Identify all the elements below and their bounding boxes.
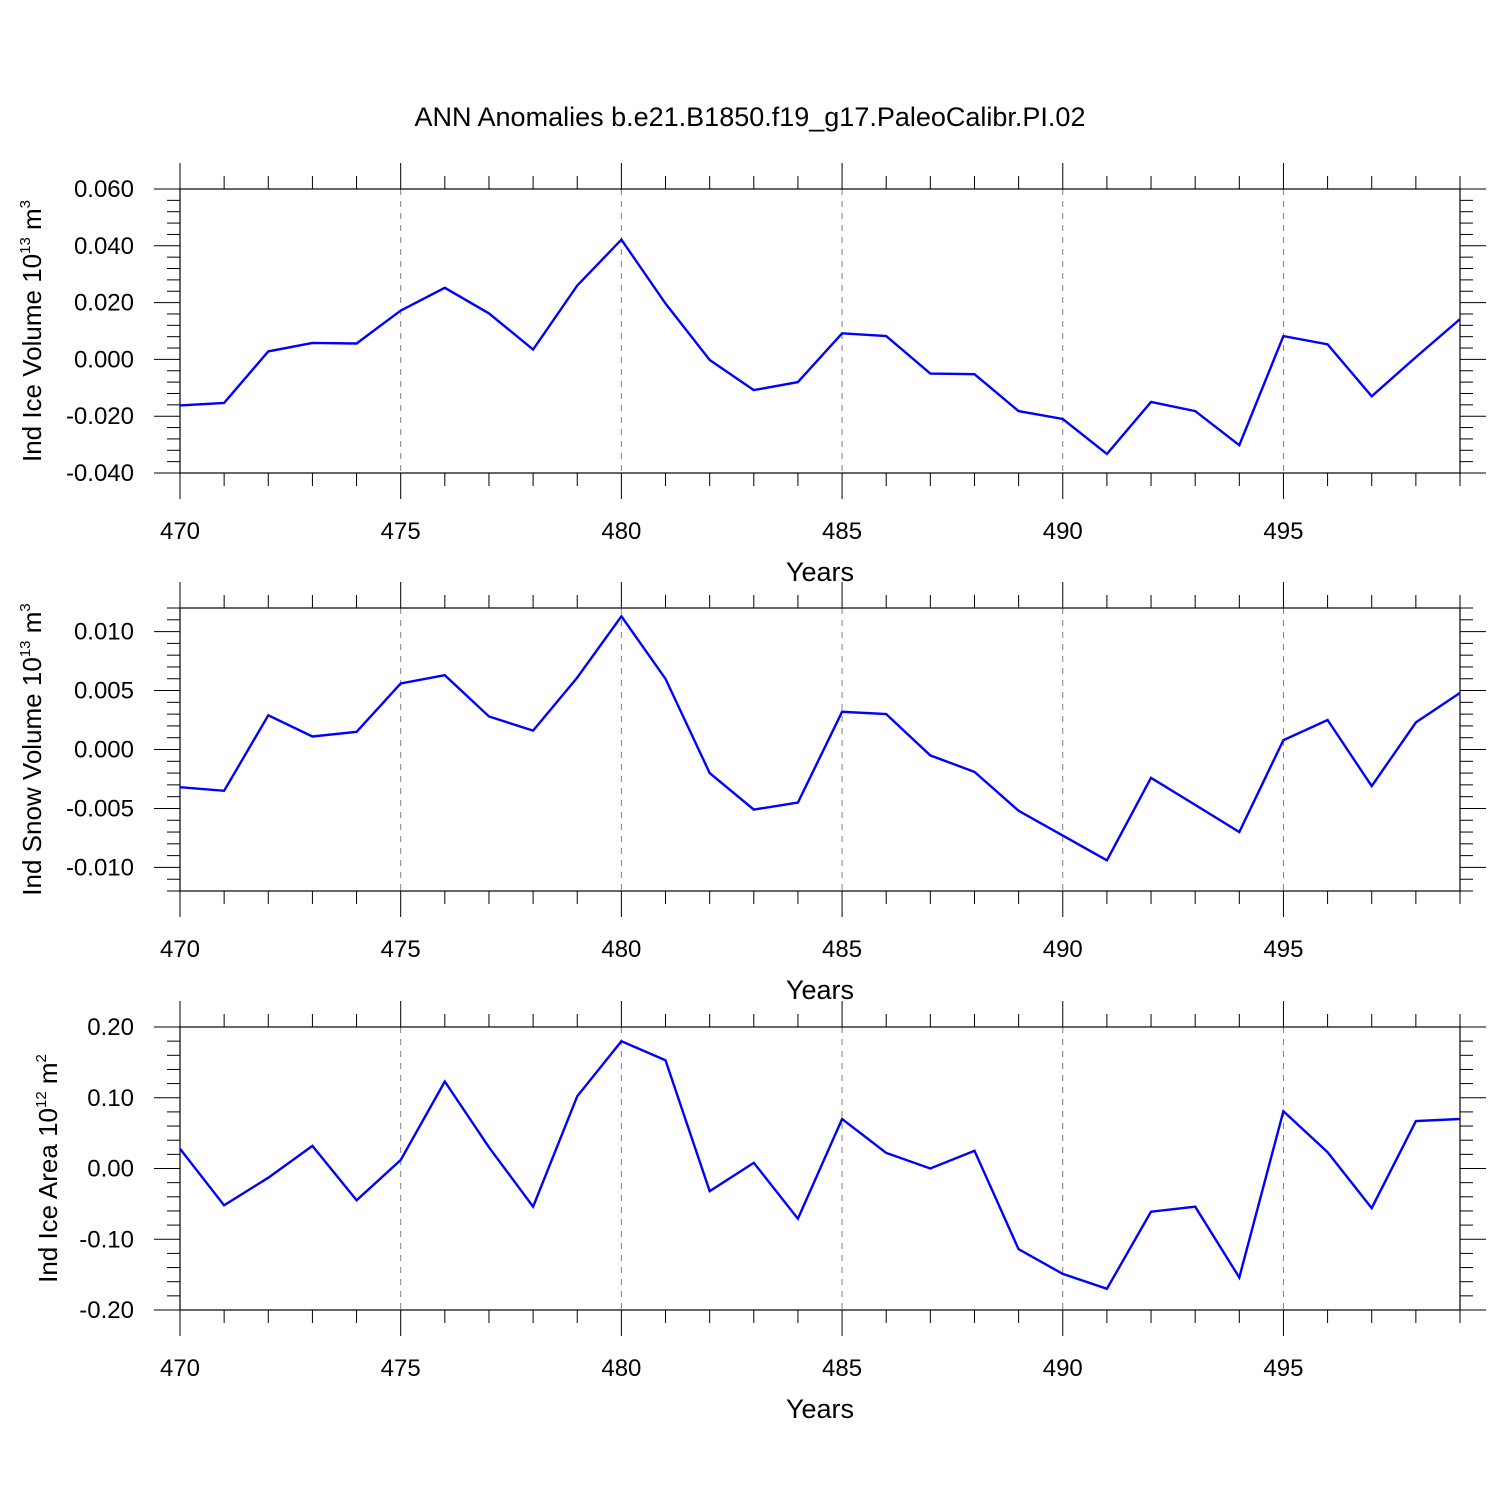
x-tick-label: 470 <box>160 936 200 963</box>
x-tick-label: 490 <box>1043 936 1083 963</box>
y-tick-label: -0.20 <box>79 1297 134 1324</box>
y-tick-label: 0.010 <box>74 619 134 646</box>
y-tick-label: 0.005 <box>74 678 134 705</box>
y-axis-label: Ind Snow Volume 1013 m3 <box>17 603 47 895</box>
x-tick-label: 485 <box>822 936 862 963</box>
x-tick-label: 490 <box>1043 518 1083 545</box>
panel-1: 470 475 480 485 490 495 Years -0.040 -0.020 0.000… <box>17 163 1486 587</box>
chart-title: ANN Anomalies b.e21.B1850.f19_g17.PaleoC… <box>415 102 1086 132</box>
x-tick-label: 495 <box>1263 518 1303 545</box>
y-tick-label: -0.005 <box>66 795 134 822</box>
series-line <box>179 1039 1461 1291</box>
x-tick-label: 490 <box>1043 1355 1083 1382</box>
x-axis-label: Years <box>786 1394 854 1424</box>
x-axis-label: Years <box>786 557 854 587</box>
series-line <box>179 237 1461 456</box>
x-tick-label: 470 <box>160 1355 200 1382</box>
y-tick-label: 0.10 <box>87 1085 134 1112</box>
x-tick-label: 470 <box>160 518 200 545</box>
y-tick-label: 0.000 <box>74 737 134 764</box>
x-tick-label: 480 <box>601 1355 641 1382</box>
x-tick-label: 475 <box>381 936 421 963</box>
y-axis-label: Ind Ice Area 1012 m2 <box>33 1054 63 1283</box>
y-tick-label: 0.060 <box>74 176 134 203</box>
panel-3: 470 475 480 485 490 495 Years -0.20 -0.10 0.00 0.1… <box>33 1001 1486 1424</box>
x-tick-label: 485 <box>822 1355 862 1382</box>
x-tick-label: 485 <box>822 518 862 545</box>
y-tick-label: 0.00 <box>87 1156 134 1183</box>
x-axis-label: Years <box>786 975 854 1005</box>
plot-frame <box>179 188 1461 474</box>
x-tick-label: 475 <box>381 518 421 545</box>
series-line <box>179 614 1461 862</box>
y-tick-label: 0.20 <box>87 1014 134 1041</box>
y-axis-label: Ind Ice Volume 1013 m3 <box>17 200 47 462</box>
x-tick-label: 480 <box>601 936 641 963</box>
y-tick-label: -0.040 <box>66 460 134 487</box>
x-tick-label: 480 <box>601 518 641 545</box>
x-tick-label: 495 <box>1263 936 1303 963</box>
y-tick-label: -0.020 <box>66 403 134 430</box>
y-tick-label: -0.10 <box>79 1226 134 1253</box>
y-tick-label: 0.000 <box>74 346 134 373</box>
y-tick-label: -0.010 <box>66 854 134 881</box>
x-tick-label: 475 <box>381 1355 421 1382</box>
y-tick-label: 0.020 <box>74 290 134 317</box>
panel-2: 470 475 480 485 490 495 Years -0.010 -0.005 0.000… <box>17 582 1486 1005</box>
x-tick-label: 495 <box>1263 1355 1303 1382</box>
y-tick-label: 0.040 <box>74 233 134 260</box>
